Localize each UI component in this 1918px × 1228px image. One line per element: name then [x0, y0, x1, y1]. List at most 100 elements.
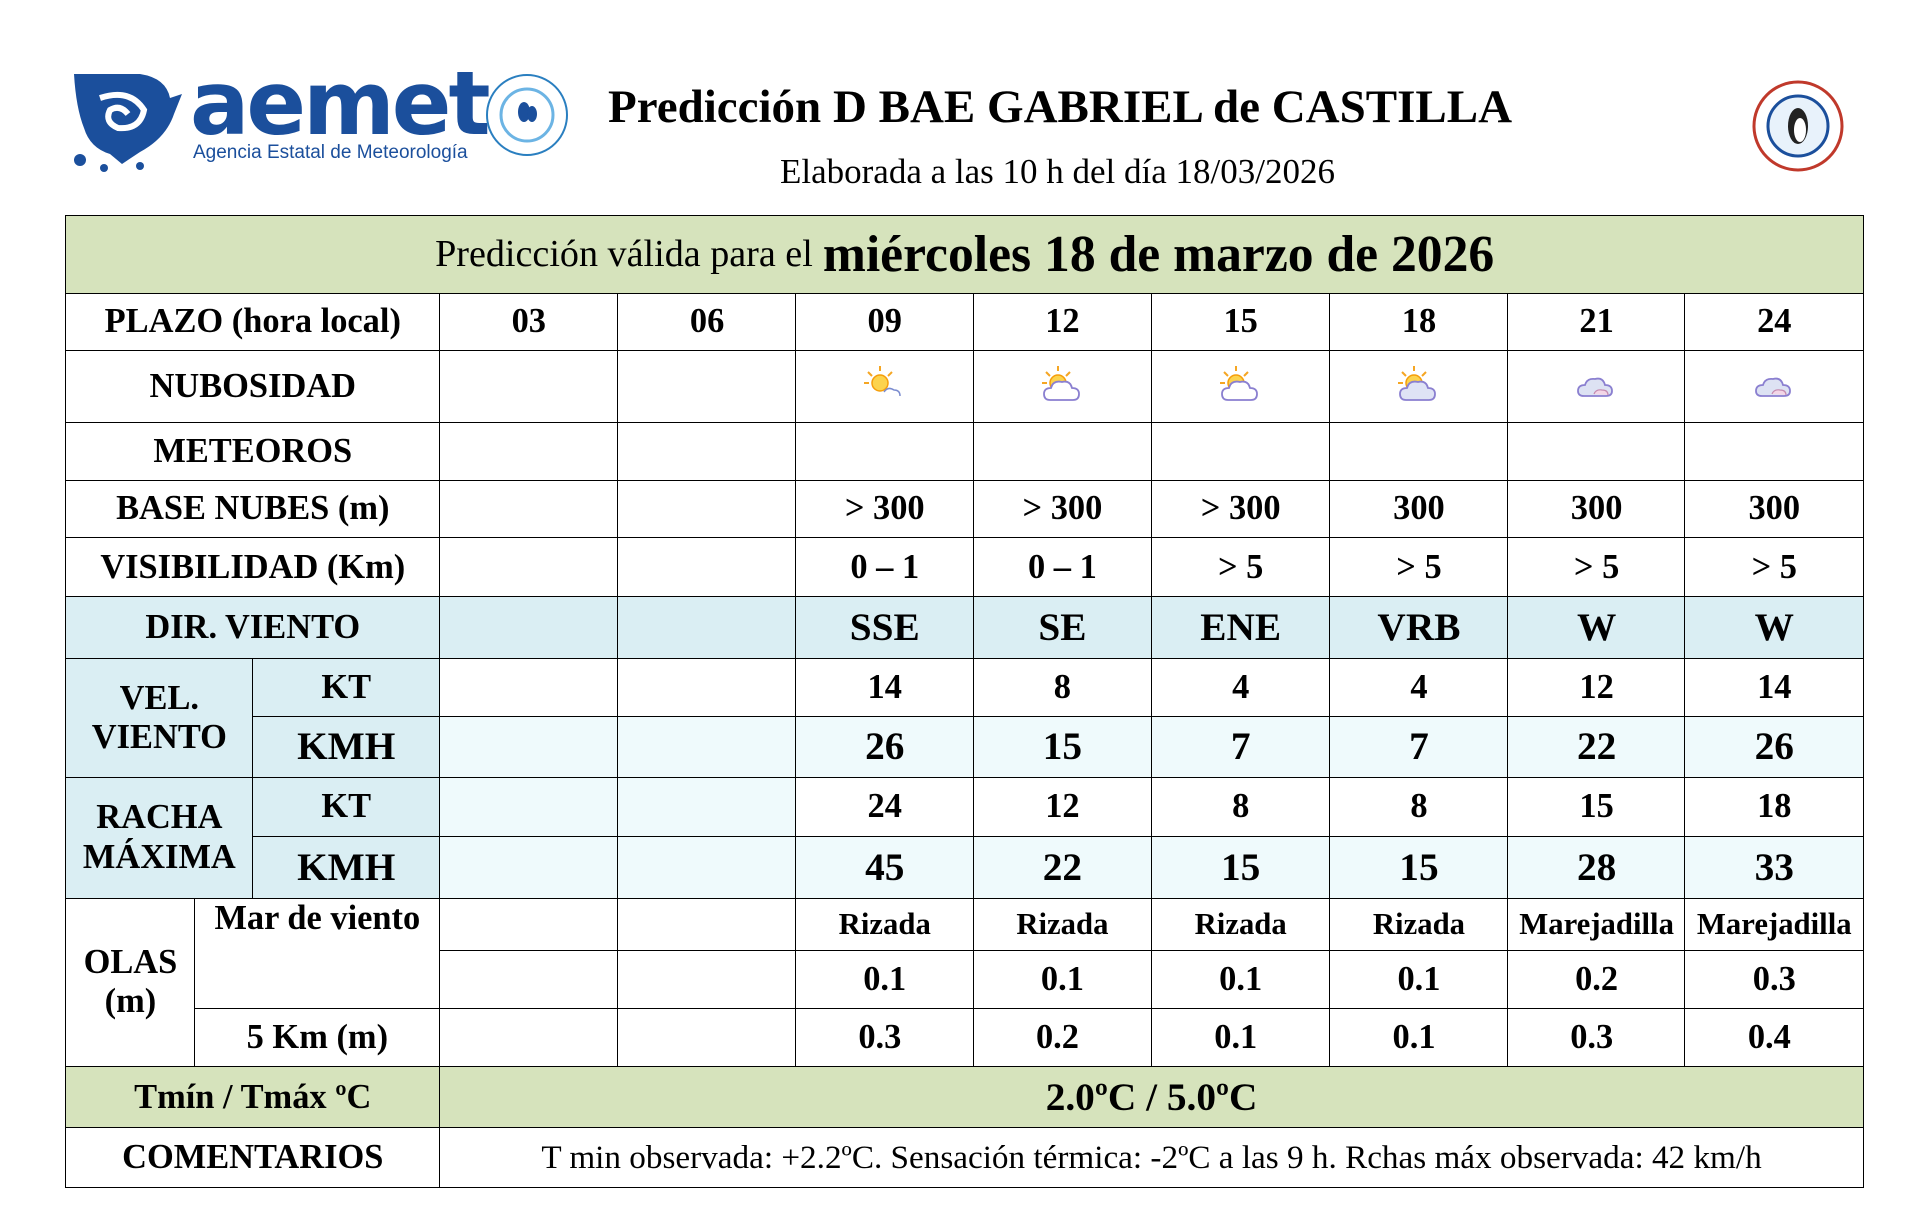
value-cell: 0 – 1 — [972, 537, 1153, 598]
value-cell: 0.1 — [1150, 1008, 1331, 1068]
empty-cell — [617, 479, 797, 539]
empty-cell — [617, 421, 797, 481]
empty-cell — [1150, 421, 1331, 481]
logo-subtitle: Agencia Estatal de Meteorología — [193, 142, 468, 163]
empty-cell — [1507, 421, 1686, 481]
value-cell: 0.3 — [795, 1008, 974, 1068]
value-cell: 22 — [972, 836, 1153, 900]
value-cell: Rizada — [1329, 897, 1509, 952]
validity-prefix: Predicción válida para el — [435, 232, 813, 275]
value-cell: 300 — [1507, 479, 1686, 539]
empty-cell — [972, 421, 1153, 481]
value-cell: 0.1 — [795, 950, 974, 1010]
value-cell: 7 — [1329, 715, 1509, 779]
antarctic-logo — [486, 74, 568, 156]
row-label: NUBOSIDAD — [65, 350, 441, 424]
value-cell: 14 — [1684, 657, 1865, 718]
value-cell: 0.1 — [972, 950, 1153, 1010]
value-cell: 22 — [1507, 715, 1686, 779]
cloud-icon — [1576, 377, 1613, 397]
empty-cell — [438, 350, 619, 424]
empty-cell — [617, 715, 797, 779]
row-label: Tmín / Tmáx ºC — [65, 1065, 441, 1129]
value-cell: 0.2 — [972, 1008, 1153, 1068]
cloud-icon — [1398, 366, 1437, 401]
value-cell: 33 — [1684, 836, 1865, 900]
value-cell: 26 — [795, 715, 974, 779]
empty-cell — [617, 537, 797, 598]
row-label: VEL. VIENTO — [65, 657, 254, 779]
hour: 24 — [1684, 292, 1865, 352]
cloud-icon — [864, 366, 901, 397]
row-label: 5 Km (m) — [194, 1008, 441, 1068]
empty-cell — [617, 836, 797, 900]
value-cell: 0.1 — [1150, 950, 1331, 1010]
empty-cell — [438, 421, 619, 481]
hour: 03 — [438, 292, 619, 352]
empty-cell — [1329, 421, 1509, 481]
value-cell: Rizada — [1150, 897, 1331, 952]
empty-cell — [617, 657, 797, 718]
value-cell: 18 — [1684, 777, 1865, 838]
empty-cell — [617, 950, 797, 1010]
empty-cell — [438, 715, 619, 779]
value-cell: > 300 — [1150, 479, 1331, 539]
empty-cell — [438, 836, 619, 900]
hour: 18 — [1329, 292, 1509, 352]
value-cell: 0.1 — [1329, 950, 1509, 1010]
value-cell: W — [1684, 596, 1865, 660]
value-cell: 4 — [1150, 657, 1331, 718]
value-cell: 300 — [1329, 479, 1509, 539]
empty-cell — [617, 777, 797, 838]
value-cell: 14 — [795, 657, 974, 718]
empty-cell — [438, 596, 619, 660]
value-cell: ENE — [1150, 596, 1331, 660]
value-cell: 45 — [795, 836, 974, 900]
hour: 06 — [617, 292, 797, 352]
value-cell: Rizada — [795, 897, 974, 952]
value-cell: 0 – 1 — [795, 537, 974, 598]
subtitle: Elaborada a las 10 h del día 18/03/2026 — [780, 152, 1335, 191]
value-cell: > 5 — [1150, 537, 1331, 598]
cloud-icon — [1754, 377, 1791, 397]
value-cell: Marejadilla — [1507, 897, 1686, 952]
validity-date: miércoles 18 de marzo de 2026 — [822, 225, 1495, 283]
value-cell: 12 — [972, 777, 1153, 838]
row-label: VISIBILIDAD (Km) — [65, 537, 441, 598]
value-cell: 15 — [1507, 777, 1686, 838]
empty-cell — [438, 950, 619, 1010]
empty-cell — [438, 897, 619, 952]
empty-cell — [438, 1008, 619, 1068]
value-cell: 0.2 — [1507, 950, 1686, 1010]
value-cell: > 5 — [1684, 537, 1865, 598]
value-cell: 28 — [1507, 836, 1686, 900]
row-label: PLAZO (hora local) — [65, 292, 441, 352]
value-cell: SE — [972, 596, 1153, 660]
row-label: COMENTARIOS — [65, 1127, 441, 1188]
value-cell: 8 — [1150, 777, 1331, 838]
empty-cell — [438, 657, 619, 718]
row-label: METEOROS — [65, 421, 441, 481]
value-cell: > 5 — [1329, 537, 1509, 598]
unit-label: KT — [252, 777, 441, 838]
value-cell: 300 — [1684, 479, 1865, 539]
row-label: BASE NUBES (m) — [65, 479, 441, 539]
value-cell: W — [1507, 596, 1686, 660]
temperature-value: 2.0ºC / 5.0ºC — [438, 1065, 1865, 1129]
value-cell: Marejadilla — [1684, 897, 1865, 952]
empty-cell — [617, 897, 797, 952]
unit-label: KMH — [252, 715, 441, 779]
validity-row: Predicción válida para el miércoles 18 de… — [65, 215, 1865, 295]
value-cell: 15 — [1329, 836, 1509, 900]
title: Predicción D BAE GABRIEL de CASTILLA — [608, 81, 1513, 133]
empty-cell — [617, 350, 797, 424]
value-cell: 0.3 — [1684, 950, 1865, 1010]
empty-cell — [438, 479, 619, 539]
comments-text: T min observada: +2.2ºC. Sensación térmi… — [438, 1127, 1865, 1188]
value-cell: 8 — [1329, 777, 1509, 838]
cloud-icon — [1041, 366, 1080, 401]
empty-cell — [617, 596, 797, 660]
value-cell: 15 — [1150, 836, 1331, 900]
row-label: OLAS (m) — [65, 897, 196, 1068]
